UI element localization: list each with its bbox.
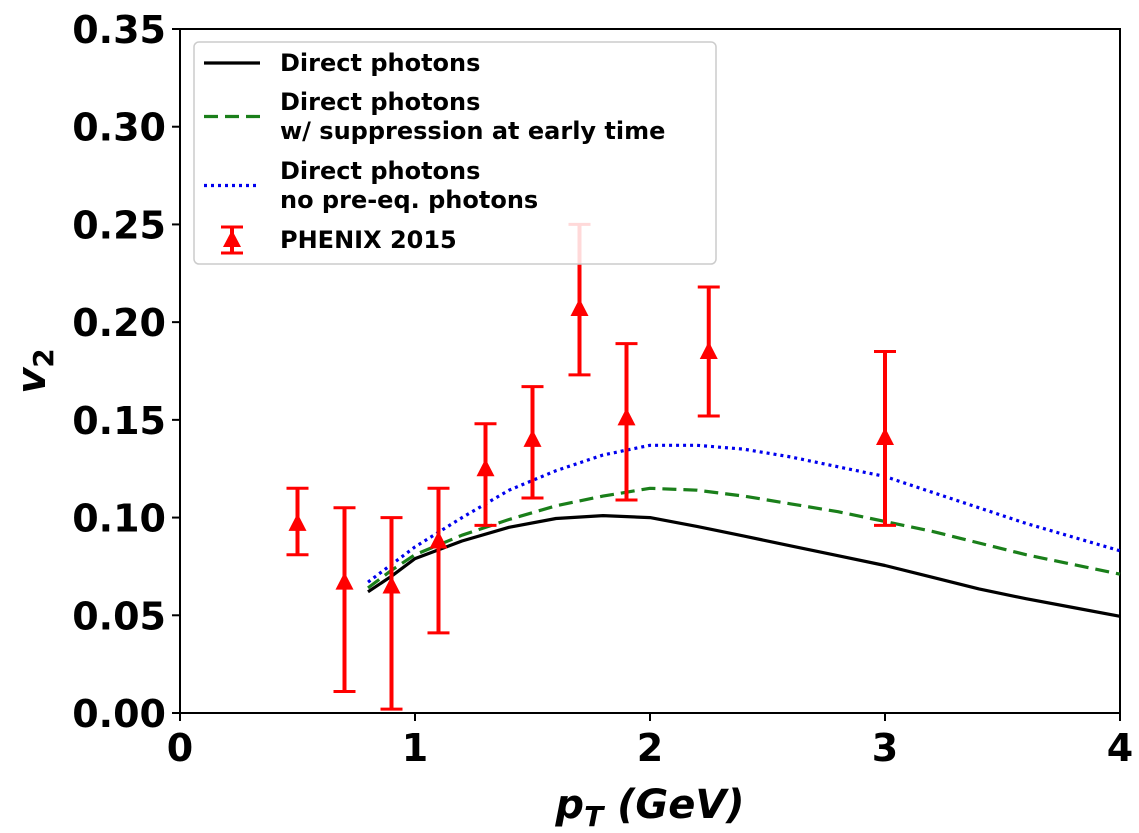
- data-point-triangle: [288, 513, 307, 531]
- y-tick-label: 0.10: [72, 497, 166, 541]
- x-tick-label: 0: [167, 726, 193, 770]
- series-phenix-2015: [286, 222, 896, 711]
- y-axis-label-main: v: [9, 366, 55, 394]
- x-axis-label-main: p: [554, 782, 584, 828]
- y-tick-label: 0.05: [72, 594, 166, 638]
- legend-label: Direct photons: [280, 157, 480, 185]
- y-tick-label: 0.35: [72, 8, 166, 52]
- data-point-triangle: [429, 531, 448, 549]
- y-tick-label: 0.25: [72, 203, 166, 247]
- y-axis: 0.00 0.05 0.10 0.15 0.20 0.25 0.30 0.35: [72, 8, 180, 736]
- x-axis-label-unit: (GeV): [603, 782, 744, 828]
- data-point-triangle: [476, 458, 495, 477]
- series-layer: [286, 222, 1121, 711]
- y-tick-label: 0.00: [72, 692, 166, 736]
- y-axis-label-sub: 2: [27, 348, 60, 367]
- legend-label: Direct photons: [280, 88, 480, 116]
- y-axis-label: v2: [9, 348, 60, 394]
- legend-label: no pre-eq. photons: [280, 186, 538, 214]
- legend-label: PHENIX 2015: [280, 226, 457, 254]
- x-tick-label: 1: [402, 726, 428, 770]
- x-axis-label: pT (GeV): [554, 782, 744, 833]
- legend-label: w/ suppression at early time: [280, 117, 665, 145]
- y-tick-label: 0.15: [72, 399, 166, 443]
- data-point-triangle: [699, 341, 718, 359]
- data-point-triangle: [570, 298, 589, 316]
- series-line-solid: [367, 514, 1121, 618]
- data-point-triangle: [382, 575, 401, 594]
- data-point-triangle: [335, 572, 354, 590]
- data-point-triangle: [876, 427, 894, 445]
- data-point-triangle: [523, 429, 542, 447]
- y-tick-label: 0.20: [72, 301, 166, 345]
- legend-box: [193, 41, 717, 265]
- x-tick-label: 4: [1107, 726, 1133, 770]
- y-tick-label: 0.30: [72, 106, 166, 150]
- legend-label: Direct photons: [280, 49, 480, 77]
- x-tick-label: 3: [872, 726, 898, 770]
- legend-marker-triangle: [223, 230, 241, 247]
- x-axis-label-sub: T: [584, 800, 605, 833]
- data-point-triangle: [617, 407, 636, 426]
- legend-entry: Direct photons: [204, 49, 480, 77]
- legend-entry: PHENIX 2015: [221, 225, 457, 255]
- x-tick-label: 2: [637, 726, 663, 770]
- series-line-dotted: [367, 443, 1121, 584]
- x-axis: 0 1 2 3 4: [167, 713, 1133, 770]
